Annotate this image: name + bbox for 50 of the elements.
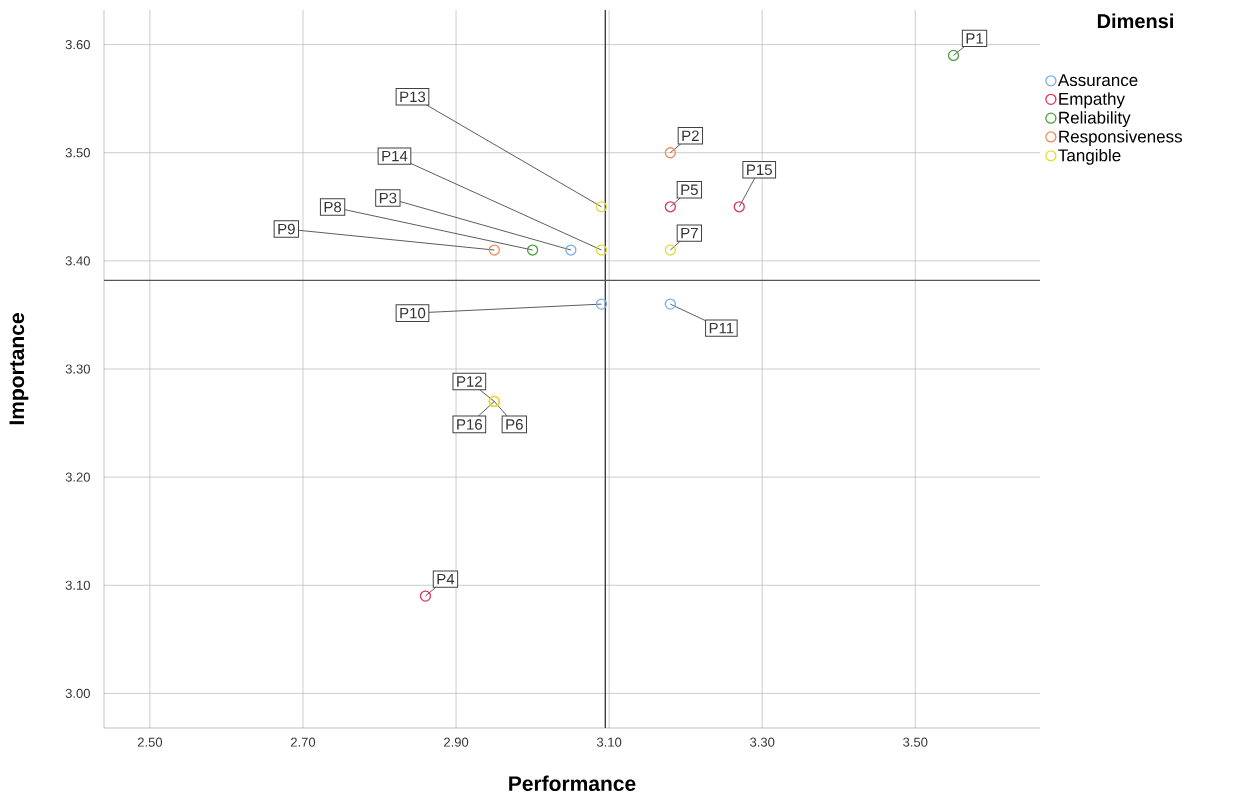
legend-label: Empathy — [1059, 92, 1125, 109]
legend-title: Dimensi — [1097, 13, 1173, 29]
annotation: P1 — [966, 33, 983, 44]
point — [595, 201, 608, 213]
point — [419, 590, 432, 602]
point — [595, 298, 608, 310]
annotation: P4 — [437, 573, 455, 585]
annotation: P9 — [278, 223, 295, 235]
point — [488, 244, 500, 256]
point — [526, 244, 539, 256]
annotation: P6 — [506, 419, 523, 430]
x-tick-label: 3.50 — [903, 737, 928, 747]
y-tick-label: 3.20 — [65, 472, 90, 482]
x-axis-title: Performance — [509, 775, 636, 792]
annotation: P11 — [709, 322, 734, 334]
legend-label: Reliability — [1059, 111, 1131, 128]
annotation: P13 — [400, 91, 426, 103]
point — [664, 147, 676, 159]
y-axis-title: Importance — [9, 313, 29, 425]
y-tick-label: 3.00 — [65, 688, 90, 698]
y-tick-label: 3.40 — [65, 256, 90, 266]
annotation: P8 — [324, 201, 342, 213]
point — [595, 244, 608, 256]
point — [947, 49, 960, 62]
point — [664, 298, 676, 310]
legend-label: Tangible — [1058, 148, 1121, 165]
x-tick-label: 2.70 — [291, 737, 316, 747]
y-tick-label: 3.10 — [65, 580, 90, 590]
point — [565, 244, 577, 256]
annotation: P10 — [400, 307, 426, 319]
x-tick-label: 2.50 — [137, 737, 163, 747]
annotation: P7 — [681, 227, 698, 239]
y-tick-label: 3.50 — [65, 148, 90, 158]
annotation: P2 — [682, 130, 699, 141]
legend-label: Assurance — [1057, 74, 1138, 87]
annotation: P3 — [379, 192, 397, 204]
y-tick-label: 3.60 — [65, 39, 90, 50]
point — [664, 201, 676, 213]
annotation: P12 — [457, 376, 482, 387]
annotation: P15 — [747, 164, 772, 176]
x-tick-label: 3.30 — [750, 737, 775, 747]
legend-label: Responsiveness — [1059, 130, 1182, 146]
point — [664, 244, 676, 256]
annotation: P16 — [457, 419, 483, 430]
annotation: P14 — [382, 150, 408, 162]
x-tick-label: 3.10 — [596, 737, 622, 747]
x-tick-label: 2.90 — [444, 737, 469, 747]
y-tick-label: 3.30 — [65, 364, 90, 374]
annotation: P5 — [681, 184, 698, 196]
point — [733, 201, 745, 213]
